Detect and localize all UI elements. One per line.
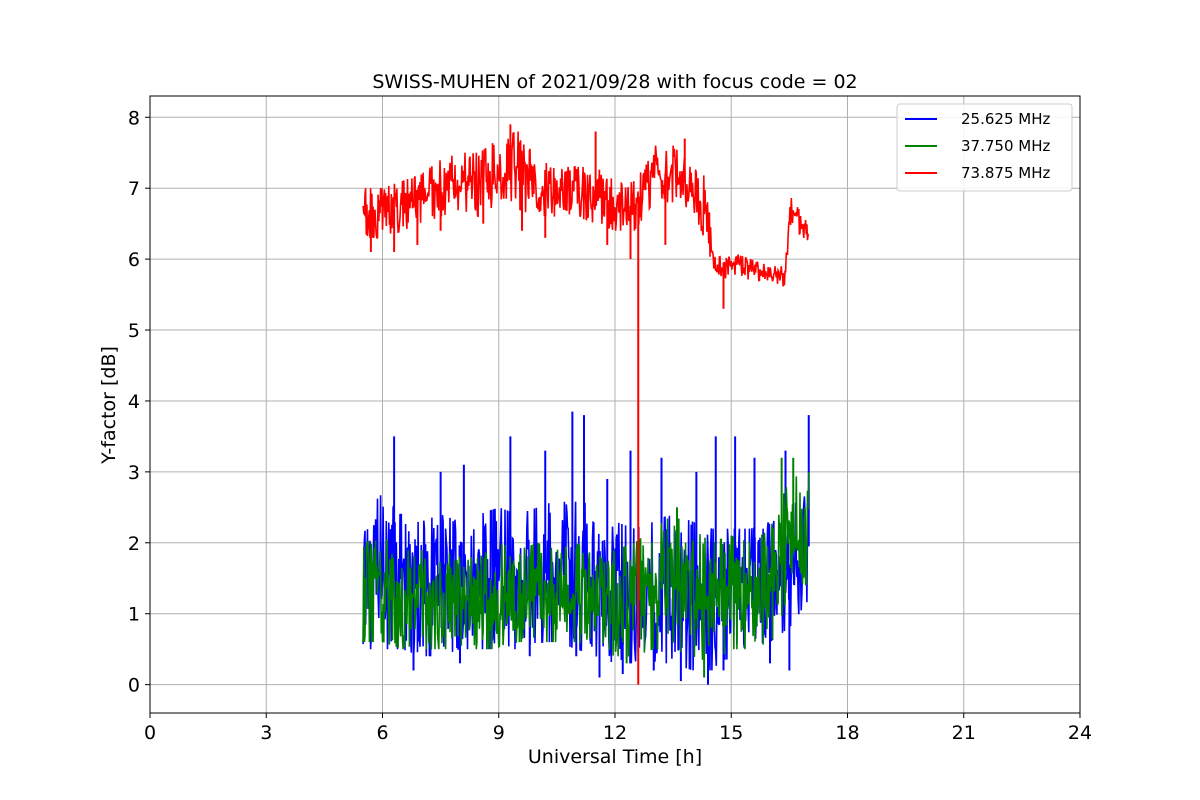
x-tick-label: 0 xyxy=(144,722,156,744)
series-37-750-mhz xyxy=(362,457,810,678)
y-tick-label: 6 xyxy=(128,249,140,271)
series-line xyxy=(362,131,810,287)
x-tick-label: 24 xyxy=(1068,722,1092,744)
x-tick-label: 3 xyxy=(260,722,272,744)
y-tick-label: 5 xyxy=(128,320,140,342)
x-axis-label: Universal Time [h] xyxy=(528,746,702,768)
y-tick-label: 3 xyxy=(128,462,140,484)
x-tick-label: 9 xyxy=(493,722,505,744)
legend-box xyxy=(896,103,1073,192)
series-73-875-mhz xyxy=(362,124,810,685)
y-tick-label: 8 xyxy=(128,107,140,129)
y-tick-label: 4 xyxy=(128,391,140,413)
x-tick-label: 18 xyxy=(835,722,859,744)
y-tick-label: 7 xyxy=(128,178,140,200)
chart-title: SWISS-MUHEN of 2021/09/28 with focus cod… xyxy=(372,71,857,93)
legend-entry: 37.750 MHz xyxy=(961,137,1050,155)
series-layer xyxy=(362,124,810,685)
y-tick-label: 1 xyxy=(128,604,140,626)
legend-entry: 25.625 MHz xyxy=(961,110,1050,128)
x-tick-label: 12 xyxy=(603,722,627,744)
x-tick-label: 21 xyxy=(952,722,976,744)
series-line xyxy=(362,472,810,660)
legend: 25.625 MHz 37.750 MHz 73.875 MHz xyxy=(896,103,1073,192)
x-tick-label: 15 xyxy=(719,722,743,744)
x-tick-label: 6 xyxy=(376,722,388,744)
y-tick-label: 0 xyxy=(128,675,140,697)
y-axis-label: Y-factor [dB] xyxy=(98,346,120,465)
y-tick-label: 2 xyxy=(128,533,140,555)
legend-entry: 73.875 MHz xyxy=(961,164,1050,182)
